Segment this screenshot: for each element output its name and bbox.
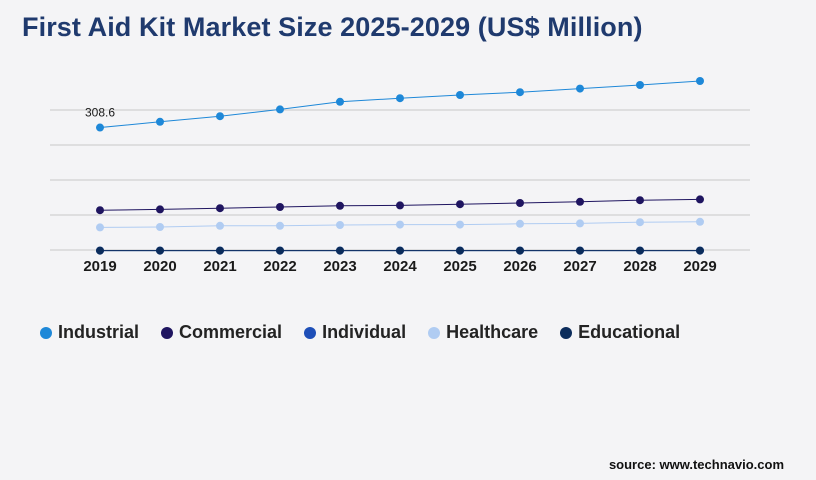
point-industrial-2024 [396, 94, 404, 103]
legend-marker-healthcare [428, 326, 441, 339]
legend-label-healthcare: Healthcare [446, 322, 539, 342]
point-industrial-2023 [336, 97, 344, 106]
point-healthcare-2027 [576, 219, 584, 228]
point-industrial-2022 [276, 105, 284, 114]
x-tick-label-2021: 2021 [203, 258, 236, 275]
point-commercial-2021 [216, 204, 224, 213]
point-commercial-2029 [696, 195, 704, 204]
point-commercial-2020 [156, 205, 164, 214]
data-label-industrial-2019: 308.6 [85, 106, 115, 120]
legend-marker-industrial [40, 326, 52, 339]
legend-item-individual: Individual [304, 322, 406, 343]
point-healthcare-2021 [216, 221, 224, 230]
point-industrial-2026 [516, 88, 524, 97]
point-industrial-2027 [576, 84, 584, 93]
legend-label-commercial: Commercial [179, 322, 283, 342]
chart-legend: Industrial Commercial Individual Healthcare… [40, 322, 702, 343]
line-chart: 2019 2020 2021 2022 2023 2024 2025 2026 2027 2028… [50, 77, 750, 275]
point-educational-2019 [96, 246, 104, 255]
point-commercial-2019 [96, 206, 104, 215]
legend-item-healthcare: Healthcare [428, 322, 538, 343]
point-commercial-2022 [276, 203, 284, 211]
legend-marker-individual [304, 326, 317, 339]
point-healthcare-2029 [696, 217, 704, 226]
point-educational-2025 [456, 246, 464, 255]
point-educational-2028 [636, 246, 644, 255]
point-industrial-2020 [156, 117, 164, 126]
point-healthcare-2024 [396, 220, 404, 229]
point-industrial-2019 [96, 123, 104, 132]
point-healthcare-2022 [276, 221, 284, 230]
x-tick-label-2029: 2029 [683, 258, 716, 275]
x-tick-label-2020: 2020 [143, 258, 176, 275]
point-industrial-2025 [456, 91, 464, 99]
point-educational-2023 [336, 246, 344, 255]
legend-item-educational: Educational [560, 322, 680, 343]
x-tick-label-2023: 2023 [323, 258, 356, 275]
point-commercial-2028 [636, 196, 644, 205]
point-commercial-2024 [396, 201, 404, 210]
legend-label-educational: Educational [578, 322, 681, 342]
legend-label-individual: Individual [322, 322, 407, 342]
source-credit: source: www.technavio.com [608, 457, 784, 472]
point-healthcare-2020 [156, 223, 164, 231]
point-healthcare-2019 [96, 223, 104, 232]
x-tick-label-2026: 2026 [503, 258, 536, 275]
legend-item-commercial: Commercial [161, 322, 282, 343]
point-industrial-2028 [636, 81, 644, 89]
point-healthcare-2026 [516, 219, 524, 228]
point-educational-2020 [156, 246, 164, 255]
x-tick-label-2024: 2024 [383, 258, 417, 275]
legend-label-industrial: Industrial [58, 322, 140, 342]
point-educational-2022 [276, 246, 284, 255]
point-educational-2021 [216, 246, 224, 255]
point-healthcare-2028 [636, 218, 644, 227]
legend-marker-commercial [161, 326, 174, 339]
point-educational-2027 [576, 246, 584, 255]
series-line-industrial [99, 80, 701, 129]
point-educational-2026 [516, 246, 524, 255]
point-commercial-2026 [516, 199, 524, 207]
point-industrial-2029 [696, 77, 704, 85]
point-industrial-2021 [216, 112, 224, 121]
legend-item-industrial: Industrial [40, 322, 139, 343]
point-commercial-2027 [576, 197, 584, 206]
point-educational-2029 [696, 246, 704, 255]
legend-marker-educational [560, 326, 573, 339]
point-healthcare-2023 [336, 221, 344, 229]
x-tick-label-2028: 2028 [623, 258, 656, 275]
point-educational-2024 [396, 246, 404, 255]
x-tick-label-2025: 2025 [443, 258, 476, 275]
x-tick-label-2022: 2022 [263, 258, 296, 275]
point-commercial-2023 [336, 201, 344, 210]
point-healthcare-2025 [456, 220, 464, 229]
point-commercial-2025 [456, 200, 464, 209]
x-tick-label-2019: 2019 [83, 258, 116, 275]
chart-title: First Aid Kit Market Size 2025-2029 (US$… [22, 12, 643, 42]
x-tick-label-2027: 2027 [563, 258, 596, 275]
